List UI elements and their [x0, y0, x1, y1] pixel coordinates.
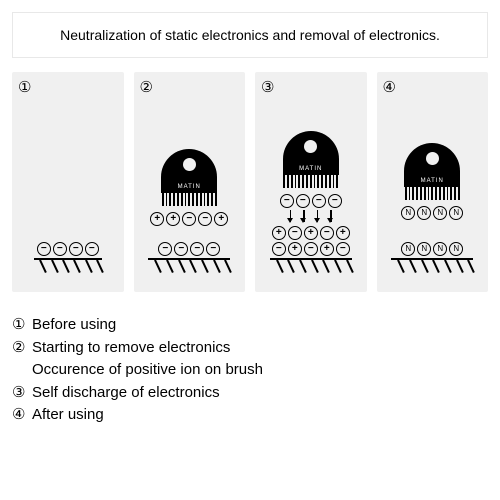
brush-charge-row: −−−− — [280, 194, 342, 208]
down-arrow-icon — [330, 210, 332, 222]
plus-symbol: + — [304, 226, 318, 240]
legend: ①Before using②Starting to remove electro… — [12, 314, 488, 427]
legend-item: ①Before using — [12, 314, 488, 337]
panel-content: MATIN++−−+−−−− — [134, 149, 246, 292]
minus-symbol: − — [336, 242, 350, 256]
brush-charge-row: ++−−+ — [150, 212, 228, 226]
legend-number: ④ — [12, 404, 32, 427]
minus-symbol: − — [37, 242, 51, 256]
panel-content: MATINNNNNNNNN — [377, 143, 489, 292]
minus-symbol: − — [206, 242, 220, 256]
legend-number: ① — [12, 314, 32, 337]
panel-content: −−−− — [12, 240, 124, 292]
plus-symbol: + — [320, 242, 334, 256]
brush-brand-label: MATIN — [283, 166, 339, 172]
surface-hatch — [148, 258, 230, 272]
neutral-symbol: N — [417, 242, 431, 256]
minus-symbol: − — [320, 226, 334, 240]
brush-hole — [426, 152, 439, 165]
minus-symbol: − — [53, 242, 67, 256]
minus-symbol: − — [304, 242, 318, 256]
panel-number: ② — [140, 78, 153, 96]
minus-symbol: − — [182, 212, 196, 226]
minus-symbol: − — [85, 242, 99, 256]
panel-3: ③MATIN−−−−+−+−+−+−+− — [255, 72, 367, 292]
neutral-symbol: N — [401, 206, 415, 220]
surface-charge-row: −−−− — [37, 242, 99, 256]
surface-hatch — [391, 258, 473, 272]
plus-symbol: + — [166, 212, 180, 226]
panel-number: ① — [18, 78, 31, 96]
legend-item: ③Self discharge of electronics — [12, 382, 488, 405]
title: Neutralization of static electronics and… — [12, 12, 488, 58]
panel-number: ④ — [383, 78, 396, 96]
legend-number: ② — [12, 337, 32, 360]
panel-content: MATIN−−−−+−+−+−+−+− — [255, 131, 367, 292]
brush: MATIN — [283, 131, 339, 188]
neutral-symbol: N — [417, 206, 431, 220]
brush: MATIN — [404, 143, 460, 200]
down-arrow-icon — [290, 210, 292, 222]
surface-charge-row: −+−+− — [272, 242, 350, 256]
neutral-symbol: N — [449, 206, 463, 220]
surface-hatch — [34, 258, 102, 272]
minus-symbol: − — [272, 242, 286, 256]
plus-symbol: + — [336, 226, 350, 240]
minus-symbol: − — [288, 226, 302, 240]
brush: MATIN — [161, 149, 217, 206]
down-arrow-icon — [303, 210, 305, 222]
legend-item: ④After using — [12, 404, 488, 427]
neutral-symbol: N — [433, 206, 447, 220]
plus-symbol: + — [214, 212, 228, 226]
bristles — [405, 187, 460, 200]
plus-symbol: + — [150, 212, 164, 226]
panel-2: ②MATIN++−−+−−−− — [134, 72, 246, 292]
down-arrow-icon — [317, 210, 319, 222]
brush-head: MATIN — [283, 131, 339, 175]
minus-symbol: − — [280, 194, 294, 208]
legend-item: ②Starting to remove electronics — [12, 337, 488, 360]
arrows — [290, 210, 332, 222]
plus-symbol: + — [288, 242, 302, 256]
surface-charge-row: +−+−+ — [272, 226, 350, 240]
minus-symbol: − — [198, 212, 212, 226]
plus-symbol: + — [272, 226, 286, 240]
neutral-symbol: N — [449, 242, 463, 256]
panel-1: ①−−−− — [12, 72, 124, 292]
minus-symbol: − — [312, 194, 326, 208]
legend-text: Before using — [32, 314, 116, 337]
bristles — [162, 193, 217, 206]
minus-symbol: − — [328, 194, 342, 208]
panel-4: ④MATINNNNNNNNN — [377, 72, 489, 292]
brush-charge-row: NNNN — [401, 206, 463, 220]
brush-head: MATIN — [161, 149, 217, 193]
surface-charge-row: −−−− — [158, 242, 220, 256]
brush-hole — [304, 140, 317, 153]
minus-symbol: − — [158, 242, 172, 256]
brush-head: MATIN — [404, 143, 460, 187]
neutral-symbol: N — [401, 242, 415, 256]
legend-subtext: Occurence of positive ion on brush — [32, 359, 488, 382]
brush-brand-label: MATIN — [404, 178, 460, 184]
brush-hole — [183, 158, 196, 171]
surface-hatch — [270, 258, 352, 272]
surface-charge-row: NNNN — [401, 242, 463, 256]
neutral-symbol: N — [433, 242, 447, 256]
minus-symbol: − — [190, 242, 204, 256]
minus-symbol: − — [174, 242, 188, 256]
brush-brand-label: MATIN — [161, 184, 217, 190]
legend-text: Starting to remove electronics — [32, 337, 230, 360]
bristles — [283, 175, 338, 188]
minus-symbol: − — [69, 242, 83, 256]
legend-text: After using — [32, 404, 104, 427]
panel-number: ③ — [261, 78, 274, 96]
legend-text: Self discharge of electronics — [32, 382, 220, 405]
minus-symbol: − — [296, 194, 310, 208]
legend-number: ③ — [12, 382, 32, 405]
panels-container: ①−−−−②MATIN++−−+−−−−③MATIN−−−−+−+−+−+−+−… — [12, 72, 488, 292]
